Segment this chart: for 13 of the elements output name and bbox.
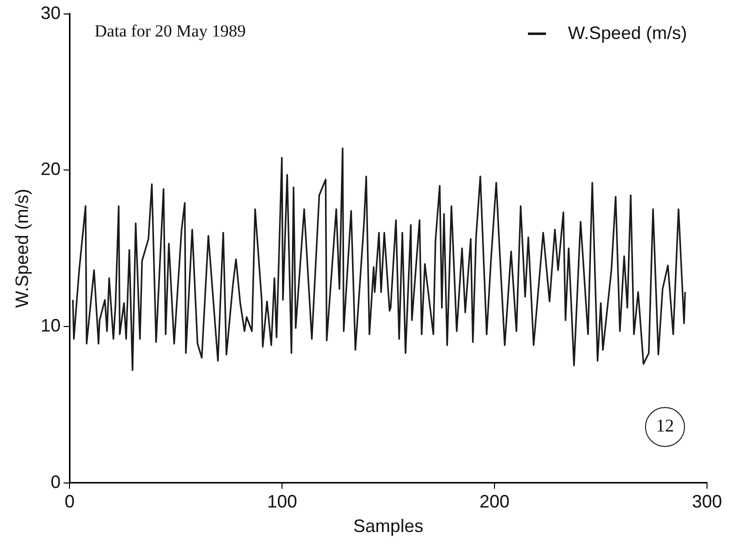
legend-label: W.Speed (m/s): [568, 22, 687, 43]
x-tick-label: 300: [692, 492, 722, 512]
annotation: Data for 20 May 1989: [94, 21, 246, 40]
y-axis-title: W.Speed (m/s): [12, 188, 32, 308]
annotation: 12: [656, 416, 674, 436]
y-tick-label: 20: [40, 159, 61, 180]
y-tick-label: 0: [50, 472, 61, 492]
y-tick-label: 10: [40, 315, 61, 336]
x-tick-label: 200: [480, 492, 510, 512]
x-axis-title: Samples: [353, 516, 424, 536]
x-tick-label: 100: [267, 492, 298, 512]
y-tick-label: 30: [40, 2, 61, 23]
x-tick-label: 0: [64, 492, 75, 512]
